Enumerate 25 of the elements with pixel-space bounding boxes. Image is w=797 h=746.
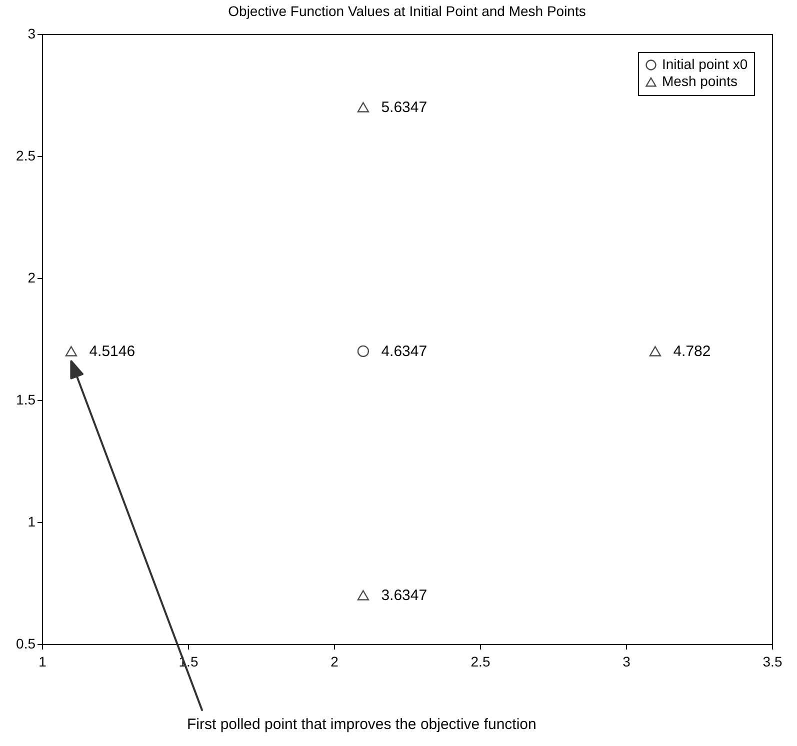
y-tick-label: 2.5 <box>16 148 36 164</box>
annotation: 4.5146 <box>89 343 136 360</box>
x-tick-label: 1 <box>38 654 47 670</box>
x-tick-label: 2.5 <box>470 654 490 670</box>
chart-title: Objective Function Values at Initial Point and Mesh Points <box>228 3 586 19</box>
point <box>649 346 662 356</box>
x-tick-label: 3 <box>622 654 631 670</box>
legend-label: Initial point x0 <box>662 56 748 72</box>
y-tick-label: 1.5 <box>16 392 36 408</box>
point <box>357 345 370 358</box>
y-tick-label: 1 <box>28 514 36 530</box>
annotation: 4.6347 <box>381 343 428 360</box>
point <box>65 346 78 356</box>
annotation: 3.6347 <box>381 587 428 604</box>
annotation: 5.6347 <box>381 99 428 116</box>
text: First polled point that improves the objective function <box>187 716 536 733</box>
y-tick-label: 0.5 <box>16 636 36 652</box>
legend-label: Mesh points <box>662 73 738 89</box>
point <box>357 590 370 600</box>
x-tick-label: 3.5 <box>762 654 782 670</box>
y-tick-label: 3 <box>28 26 36 42</box>
annotation: 4.782 <box>673 343 711 360</box>
y-tick-label: 2 <box>28 270 36 286</box>
point <box>357 102 370 112</box>
x-tick-label: 2 <box>330 654 339 670</box>
